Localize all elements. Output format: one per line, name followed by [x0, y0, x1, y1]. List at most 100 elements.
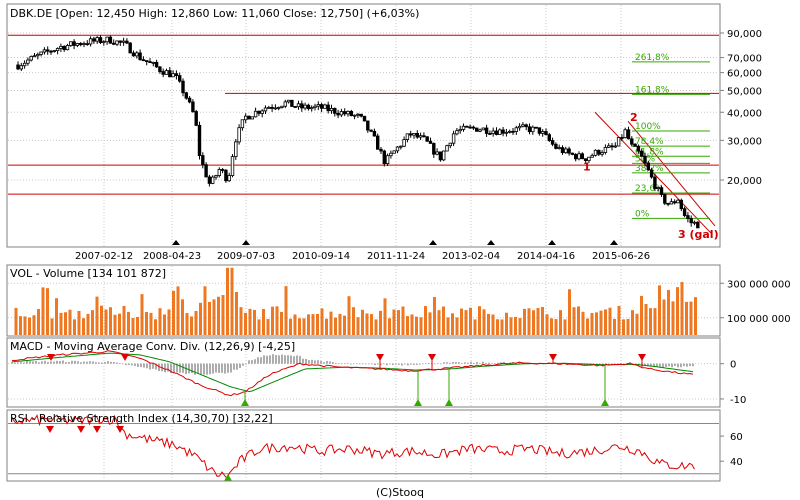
candle-body	[620, 137, 624, 139]
macd-histogram-bar	[644, 363, 646, 366]
candle-body	[319, 104, 324, 109]
macd-histogram-bar	[317, 360, 319, 364]
rsi-y-tick-label: 40	[730, 457, 743, 468]
volume-bar	[158, 308, 162, 335]
candle-body	[613, 145, 617, 148]
macd-histogram-bar	[662, 363, 664, 368]
sell-arrow-icon	[549, 354, 557, 361]
sell-arrow-icon	[47, 354, 55, 361]
candle-body	[128, 42, 132, 54]
candle-body	[560, 147, 565, 154]
candle-body	[567, 148, 571, 154]
macd-histogram-bar	[365, 363, 367, 365]
macd-histogram-bar	[359, 363, 361, 365]
macd-histogram-bar	[11, 362, 13, 364]
candle-body	[290, 99, 294, 107]
candle-body	[88, 38, 93, 45]
volume-bar	[203, 286, 207, 335]
rsi-y-axis: 60 40	[720, 432, 743, 468]
volume-bar	[95, 296, 99, 335]
candle-body	[458, 129, 462, 132]
volume-bar	[104, 309, 108, 335]
macd-histogram-bar	[452, 362, 454, 364]
macd-histogram-bar	[428, 363, 430, 364]
macd-histogram-bar	[14, 362, 16, 364]
wave-label: 2	[630, 111, 638, 124]
wave-label: 1	[583, 161, 591, 174]
macd-histogram-bar	[203, 363, 205, 375]
volume-bar	[86, 313, 90, 335]
macd-histogram-bar	[155, 363, 157, 370]
candle-body	[49, 50, 53, 53]
volume-bar	[595, 312, 598, 335]
macd-histogram-bar	[245, 363, 247, 365]
candle-body	[303, 104, 307, 109]
macd-histogram-bar	[401, 363, 403, 366]
candle-body	[418, 135, 423, 138]
volume-bar	[451, 313, 454, 335]
horizontal-resistance-lines	[8, 34, 719, 195]
macd-histogram-bar	[683, 363, 685, 367]
candle-body	[656, 187, 660, 190]
macd-histogram-bar	[350, 363, 352, 365]
macd-histogram-bar	[233, 363, 235, 370]
candle-body	[597, 149, 601, 155]
candle-body	[349, 110, 353, 117]
macd-histogram-bar	[506, 362, 508, 364]
volume-bar	[662, 299, 666, 335]
volume-bar	[518, 318, 522, 335]
date-tick-label: 2014-04-16	[517, 251, 575, 262]
macd-histogram-bar	[230, 363, 232, 373]
macd-histogram-bar	[191, 363, 193, 374]
candle-body	[679, 199, 683, 210]
volume-bar	[442, 306, 445, 335]
candle-body	[441, 150, 446, 161]
macd-histogram-bar	[113, 362, 115, 364]
candle-body	[135, 52, 139, 57]
candle-body	[115, 40, 119, 45]
macd-histogram-bar	[260, 357, 262, 364]
candle-body	[141, 59, 146, 62]
wave-label: 3 (gal)	[678, 228, 719, 241]
macd-histogram-bar	[434, 363, 436, 365]
macd-histogram-bar	[209, 363, 211, 375]
volume-bar	[523, 308, 526, 335]
candle-body	[234, 141, 238, 158]
volume-bar	[541, 306, 544, 335]
volume-bar	[500, 319, 504, 335]
price-title-bg	[8, 5, 313, 20]
candlesticks	[16, 35, 700, 229]
macd-histogram-bar	[236, 363, 238, 370]
rsi-y-tick-label: 60	[730, 432, 743, 443]
candle-body	[415, 132, 419, 138]
candle-body	[646, 162, 650, 171]
fibonacci-label: 61,8%	[635, 147, 664, 157]
candle-body	[366, 120, 370, 131]
volume-bar	[199, 302, 202, 335]
macd-histogram-bar	[323, 362, 325, 364]
volume-panel: 300 000 000 100 000 000 VOL - Volume [134…	[6, 264, 791, 337]
macd-panel-border	[6, 337, 721, 408]
volume-bar	[361, 309, 364, 335]
macd-histogram-bar	[482, 361, 484, 364]
candle-body	[257, 110, 261, 114]
macd-histogram-bar	[485, 362, 487, 364]
fibonacci-label: 23,6%	[635, 184, 664, 194]
macd-histogram-bar	[518, 361, 520, 364]
candle-body	[151, 61, 155, 64]
volume-bar	[473, 319, 477, 335]
volume-bar	[131, 318, 135, 335]
candle-body	[659, 187, 664, 195]
macd-histogram-bar	[80, 362, 82, 364]
rsi-line	[11, 414, 695, 480]
candle-body	[583, 158, 588, 162]
candle-body	[448, 142, 452, 147]
macd-title: MACD - Moving Average Conv. Div. (12,26,…	[10, 340, 295, 353]
buy-arrow-icon	[445, 399, 453, 406]
macd-y-axis: 0 -10	[720, 360, 746, 406]
volume-bar	[694, 297, 697, 335]
candle-body	[547, 134, 551, 141]
volume-bar	[388, 318, 391, 335]
volume-bar	[145, 312, 148, 335]
candle-body	[676, 199, 680, 204]
